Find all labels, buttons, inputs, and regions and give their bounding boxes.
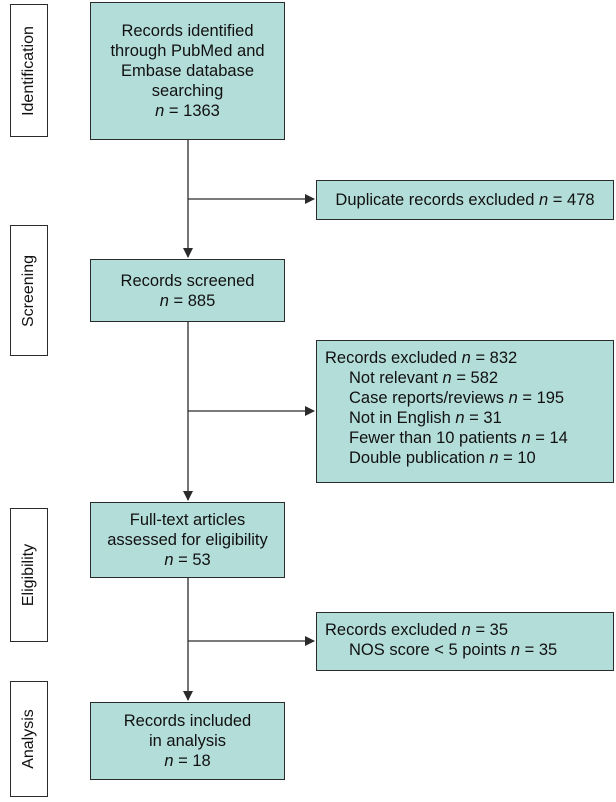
n-label: n — [539, 191, 549, 209]
eligibility-exclusions-box: Records excluded n = 35 NOS score < 5 po… — [316, 612, 614, 671]
exclusion-reason-label: Double publication — [349, 449, 490, 467]
records-identified-box: Records identified through PubMed and Em… — [90, 2, 285, 140]
exclusion-reason: Double publication n = 10 — [325, 448, 605, 468]
n-equals: = — [530, 429, 550, 447]
n-value: 195 — [536, 389, 565, 407]
n-label: n — [461, 621, 471, 639]
exclusion-reason-label: Not in English — [349, 409, 456, 427]
records-identified-line-4: searching — [151, 82, 224, 100]
exclusion-reason: Not in English n = 31 — [325, 408, 605, 428]
records-included-line-2: in analysis — [148, 732, 227, 750]
records-screened-box: Records screened n = 885 — [90, 259, 285, 322]
exclusion-reason-label: Not relevant — [349, 369, 443, 387]
duplicates-excluded-text: Duplicate records excluded n = 478 — [335, 190, 594, 210]
n-label: n — [442, 369, 452, 387]
n-equals: = — [498, 449, 518, 467]
stage-screening: Screening — [10, 225, 48, 356]
exclusion-reason-label: NOS score < 5 points — [349, 641, 511, 659]
n-value: 582 — [470, 369, 499, 387]
n-equals: = — [173, 551, 193, 569]
records-identified-line-2: through PubMed and — [110, 42, 265, 60]
n-equals: = — [520, 641, 539, 659]
n-equals: = — [164, 102, 184, 120]
records-identified-line-1: Records identified — [121, 22, 254, 40]
n-value: 14 — [549, 429, 568, 447]
records-screened-line-1: Records screened — [120, 271, 255, 290]
stage-eligibility: Eligibility — [10, 508, 48, 642]
exclusion-reason-label: Case reports/reviews — [349, 389, 509, 407]
n-label: n — [164, 551, 174, 569]
n-equals: = — [168, 291, 188, 310]
n-equals: = — [451, 369, 471, 387]
records-identified-count: n = 1363 — [155, 101, 220, 121]
fulltext-assessed-box: Full-text articles assessed for eligibil… — [90, 502, 285, 578]
n-value: 885 — [187, 291, 216, 310]
screening-exclusions-header: Records excluded n = 832 — [325, 348, 605, 368]
exclusion-reason: Not relevant n = 582 — [325, 368, 605, 388]
n-label: n — [461, 349, 471, 367]
n-value: 35 — [538, 641, 558, 659]
n-label: n — [155, 102, 165, 120]
n-label: n — [508, 389, 518, 407]
stage-analysis-label: Analysis — [20, 709, 38, 769]
n-label: n — [510, 641, 521, 659]
stage-eligibility-label: Eligibility — [20, 543, 37, 607]
exclusion-reason: NOS score < 5 points n = 35 — [325, 640, 605, 660]
n-value: 31 — [483, 409, 502, 427]
records-screened-count: n = 885 — [160, 291, 216, 311]
n-label: n — [455, 409, 465, 427]
records-included-line-1: Records included — [123, 712, 252, 730]
stage-identification: Identification — [10, 4, 48, 137]
n-value: 35 — [489, 621, 509, 639]
records-included-count: n = 18 — [164, 751, 210, 771]
n-value: 832 — [489, 349, 518, 367]
exclusion-reason-label: Fewer than 10 patients — [349, 429, 522, 447]
duplicates-excluded-box: Duplicate records excluded n = 478 — [316, 180, 614, 220]
screening-exclusions-box: Records excluded n = 832 Not relevant n … — [316, 340, 614, 483]
n-label: n — [159, 291, 169, 310]
n-value: 18 — [192, 752, 211, 770]
n-equals: = — [464, 409, 484, 427]
stage-analysis: Analysis — [10, 681, 48, 797]
duplicates-label: Duplicate records excluded — [335, 191, 540, 209]
eligibility-exclusions-header: Records excluded n = 35 — [325, 620, 605, 640]
exclusion-reason: Fewer than 10 patients n = 14 — [325, 428, 605, 448]
n-value: 1363 — [183, 102, 220, 120]
n-equals: = — [470, 349, 490, 367]
n-equals: = — [470, 621, 490, 639]
n-label: n — [521, 429, 531, 447]
n-value: 53 — [192, 551, 211, 569]
records-included-box: Records included in analysis n = 18 — [90, 702, 285, 780]
fulltext-line-1: Full-text articles — [129, 511, 246, 529]
n-label: n — [489, 449, 499, 467]
stage-identification-label: Identification — [20, 25, 37, 116]
stage-screening-label: Screening — [20, 254, 38, 327]
n-equals: = — [173, 752, 193, 770]
records-identified-line-3: Embase database — [120, 62, 254, 80]
n-equals: = — [548, 191, 568, 209]
fulltext-line-2: assessed for eligibility — [107, 531, 268, 549]
n-label: n — [164, 752, 174, 770]
exclusions-header-label: Records excluded — [325, 349, 462, 367]
n-equals: = — [517, 389, 537, 407]
fulltext-count: n = 53 — [164, 550, 210, 570]
n-value: 10 — [517, 449, 536, 467]
n-value: 478 — [567, 191, 595, 209]
exclusion-reason: Case reports/reviews n = 195 — [325, 388, 605, 408]
exclusions-header-label: Records excluded — [325, 621, 462, 639]
